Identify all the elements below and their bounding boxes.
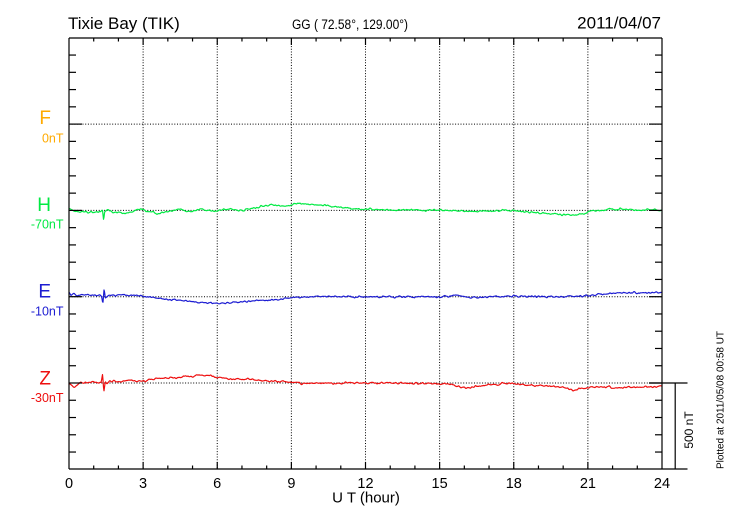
svg-text:U T (hour): U T (hour) bbox=[332, 490, 400, 507]
svg-text:-30nT: -30nT bbox=[31, 391, 64, 405]
svg-text:0: 0 bbox=[65, 476, 73, 492]
svg-text:24: 24 bbox=[654, 476, 670, 492]
svg-text:-70nT: -70nT bbox=[31, 218, 64, 232]
svg-text:9: 9 bbox=[287, 476, 295, 492]
svg-text:15: 15 bbox=[432, 476, 448, 492]
svg-text:500 nT: 500 nT bbox=[682, 411, 696, 449]
svg-text:6: 6 bbox=[213, 476, 221, 492]
svg-text:0nT: 0nT bbox=[42, 131, 64, 145]
svg-text:F: F bbox=[39, 108, 51, 129]
svg-text:Plotted at 2011/05/08 00:58 UT: Plotted at 2011/05/08 00:58 UT bbox=[716, 331, 727, 469]
svg-text:3: 3 bbox=[139, 476, 147, 492]
svg-text:Tixie Bay (TIK): Tixie Bay (TIK) bbox=[68, 14, 180, 33]
svg-text:2011/04/07: 2011/04/07 bbox=[577, 14, 661, 33]
svg-text:18: 18 bbox=[506, 476, 522, 492]
svg-text:E: E bbox=[38, 282, 51, 303]
svg-text:H: H bbox=[37, 195, 51, 216]
svg-text:12: 12 bbox=[357, 476, 373, 492]
svg-text:-10nT: -10nT bbox=[31, 304, 64, 318]
svg-text:GG ( 72.58°, 129.00°): GG ( 72.58°, 129.00°) bbox=[292, 17, 408, 32]
svg-text:Z: Z bbox=[39, 368, 51, 389]
svg-text:21: 21 bbox=[580, 476, 596, 492]
